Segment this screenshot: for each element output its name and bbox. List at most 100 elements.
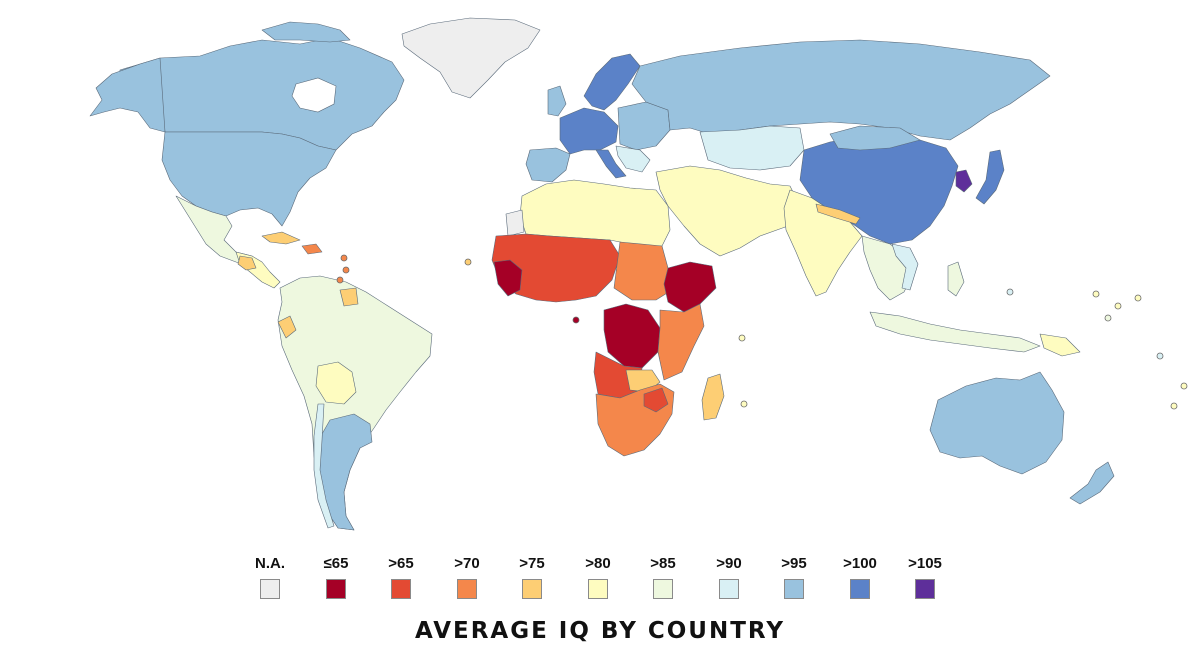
legend-item-gt90: >90 — [699, 554, 759, 606]
europe — [525, 53, 671, 183]
east-africa-region — [657, 303, 705, 381]
legend-swatch — [260, 579, 280, 599]
legend-item-gt70: >70 — [437, 554, 497, 606]
small-island-markers — [336, 254, 1188, 410]
eastern-europe-region — [617, 101, 671, 151]
iberia-region — [525, 147, 571, 183]
map-legend: N.A. ≤65 >65 >70 >75 >80 >85 >90 >95 >10… — [240, 554, 960, 606]
island-marker — [572, 316, 580, 324]
scandinavia-region — [583, 53, 641, 111]
legend-swatch — [588, 579, 608, 599]
legend-item-gt80: >80 — [568, 554, 628, 606]
island-marker — [1134, 294, 1142, 302]
uk-region — [547, 85, 567, 117]
island-marker — [1156, 352, 1164, 360]
legend-item-gt95: >95 — [764, 554, 824, 606]
legend-label: >100 — [843, 555, 877, 572]
cuba-region — [261, 231, 301, 245]
legend-swatch — [522, 579, 542, 599]
asia — [631, 39, 1081, 357]
legend-item-gt75: >75 — [502, 554, 562, 606]
hispaniola-region — [301, 243, 323, 255]
legend-swatch — [915, 579, 935, 599]
balkans-region — [615, 145, 651, 173]
island-marker — [1114, 302, 1122, 310]
legend-label: >65 — [388, 555, 414, 572]
legend-item-gt105: >105 — [895, 554, 955, 606]
legend-label: >85 — [650, 555, 676, 572]
legend-item-gt85: >85 — [633, 554, 693, 606]
ethiopia-region — [663, 261, 717, 313]
mongolia-region — [829, 125, 921, 151]
sudan-region — [613, 241, 673, 301]
legend-item-na: N.A. — [240, 554, 300, 606]
kazakhstan-region — [699, 125, 805, 171]
island-marker — [1006, 288, 1014, 296]
island-marker — [342, 266, 350, 274]
africa — [491, 179, 725, 457]
legend-item-gt65: >65 — [371, 554, 431, 606]
arctic-islands-region — [261, 21, 351, 43]
legend-label: >95 — [781, 555, 807, 572]
middle-east-region — [655, 165, 801, 257]
alaska-region — [89, 57, 166, 133]
island-marker — [340, 254, 348, 262]
new-zealand-region — [1069, 461, 1115, 505]
southeast-asia-region — [861, 235, 913, 301]
hudson-bay — [291, 77, 337, 113]
italy-region — [595, 149, 627, 179]
island-marker — [464, 258, 472, 266]
ecuador-region — [277, 315, 297, 339]
island-marker — [1104, 314, 1112, 322]
zimbabwe-region — [643, 387, 669, 413]
island-marker — [336, 276, 344, 284]
vietnam-region — [891, 243, 919, 291]
chile-region — [313, 403, 335, 529]
legend-swatch — [719, 579, 739, 599]
bolivia-region — [315, 361, 357, 405]
legend-label: >90 — [716, 555, 742, 572]
island-marker — [1180, 382, 1188, 390]
legend-label: >80 — [585, 555, 611, 572]
legend-swatch — [457, 579, 477, 599]
legend-item-gt100: >100 — [830, 554, 890, 606]
legend-swatch — [326, 579, 346, 599]
png-region — [1039, 333, 1081, 357]
world-map — [89, 17, 1188, 531]
guatemala-region — [237, 255, 257, 271]
legend-swatch — [653, 579, 673, 599]
legend-swatch — [784, 579, 804, 599]
japan-region — [975, 149, 1005, 205]
legend-swatch — [391, 579, 411, 599]
indonesia-region — [869, 311, 1041, 353]
russia-region — [631, 39, 1051, 141]
legend-label: ≤65 — [323, 555, 349, 572]
nepal-region — [815, 203, 861, 225]
legend-label: >75 — [519, 555, 545, 572]
island-marker — [738, 334, 746, 342]
usa-region — [161, 131, 337, 227]
legend-swatch — [850, 579, 870, 599]
congo-region — [603, 303, 661, 369]
island-marker — [740, 400, 748, 408]
island-marker — [1092, 290, 1100, 298]
western-sahara-region — [505, 209, 525, 237]
oceania — [929, 371, 1115, 505]
legend-item-le65: ≤65 — [306, 554, 366, 606]
legend-label: N.A. — [255, 555, 285, 572]
philippines-region — [947, 261, 965, 297]
legend-label: >105 — [908, 555, 942, 572]
island-marker — [1170, 402, 1178, 410]
south-america-region — [277, 275, 433, 531]
legend-label: >70 — [454, 555, 480, 572]
south-america — [277, 275, 433, 531]
guyana-region — [339, 287, 359, 307]
map-title: AVERAGE IQ BY COUNTRY — [414, 618, 786, 644]
madagascar-region — [701, 373, 725, 421]
senegal-region — [493, 259, 523, 297]
south-korea-region — [955, 169, 973, 193]
australia-region — [929, 371, 1065, 475]
greenland-region — [401, 17, 541, 99]
north-america — [89, 17, 541, 289]
central-europe-region — [559, 107, 619, 155]
